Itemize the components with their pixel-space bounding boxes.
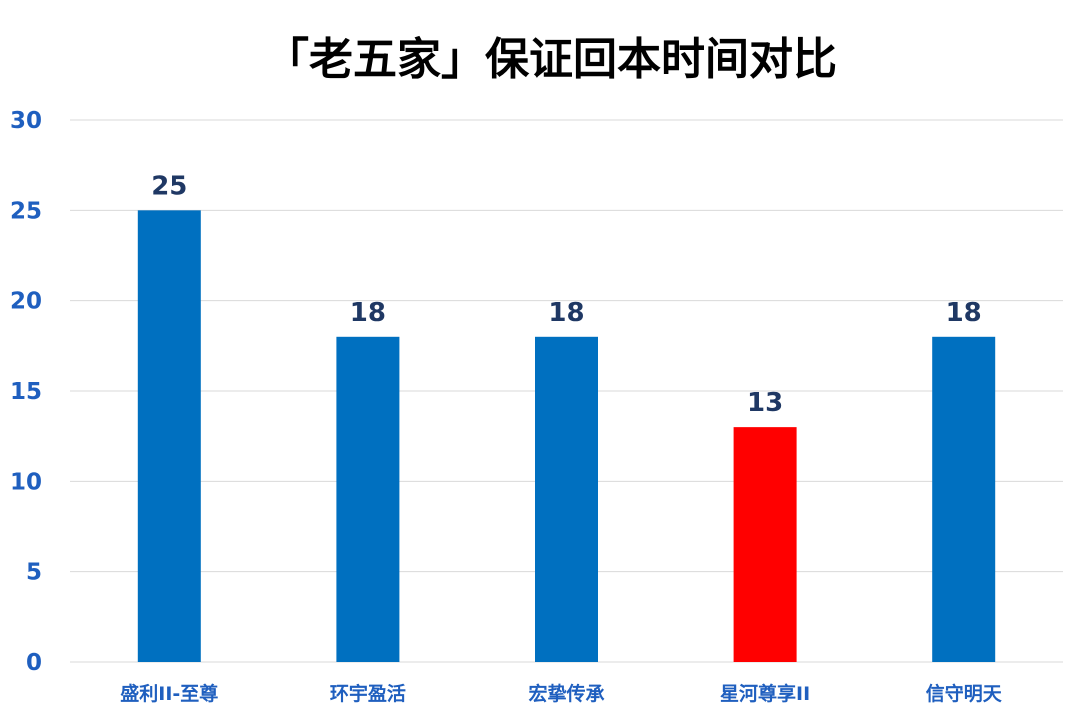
- data-label: 18: [548, 298, 584, 328]
- y-tick-label: 15: [10, 379, 42, 405]
- y-tick-label: 30: [10, 108, 42, 134]
- chart-title: 「老五家」保证回本时间对比: [265, 34, 837, 85]
- data-label: 25: [151, 171, 187, 201]
- y-tick-label: 5: [26, 560, 42, 586]
- x-tick-label: 盛利II-至尊: [120, 682, 218, 705]
- x-tick-label: 宏挚传承: [528, 682, 604, 705]
- x-tick-label: 环宇盈活: [330, 682, 406, 705]
- y-tick-label: 20: [10, 289, 42, 315]
- y-tick-label: 10: [10, 469, 42, 495]
- bar: [137, 210, 201, 663]
- bar: [932, 336, 996, 662]
- x-axis-categories: 盛利II-至尊 环宇盈活 宏挚传承 星河尊享II 信守明天: [120, 682, 1002, 705]
- data-label: 13: [747, 388, 783, 418]
- y-tick-label: 25: [10, 198, 42, 224]
- x-tick-label: 信守明天: [926, 682, 1003, 705]
- y-axis-ticks: 0 5 10 15 20 25 30: [10, 108, 42, 676]
- x-tick-label: 星河尊享II: [720, 682, 810, 705]
- bar: [733, 427, 797, 662]
- bar: [535, 336, 598, 662]
- y-tick-label: 0: [26, 650, 42, 676]
- bars: [137, 210, 996, 663]
- bar: [336, 336, 400, 662]
- data-label: 18: [350, 298, 386, 328]
- data-label: 18: [946, 298, 982, 328]
- data-labels: 25 18 18 13 18: [151, 171, 982, 418]
